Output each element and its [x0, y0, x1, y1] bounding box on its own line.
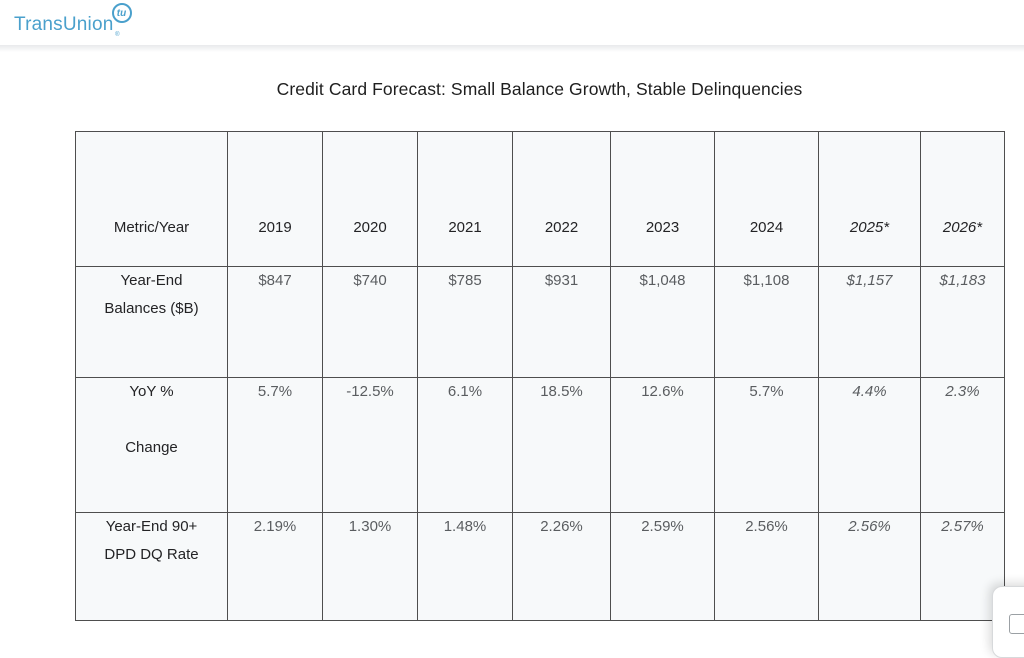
- logo-text: TransUnion: [14, 14, 114, 35]
- widget-button[interactable]: [1009, 614, 1024, 634]
- value-cell: 2.26%: [512, 512, 611, 621]
- value-cell: 18.5%: [512, 377, 611, 513]
- metric-label: Year-End Balances ($B): [75, 266, 228, 378]
- col-header-2026-forecast: 2026*: [920, 131, 1005, 267]
- value-cell-forecast: $1,183: [920, 266, 1005, 378]
- header-divider: [0, 45, 1024, 52]
- col-header-2025-forecast: 2025*: [818, 131, 921, 267]
- page-title: Credit Card Forecast: Small Balance Grow…: [276, 79, 803, 99]
- popup-widget[interactable]: [992, 586, 1024, 658]
- value-cell-forecast: 2.57%: [920, 512, 1005, 621]
- col-header-2023: 2023: [610, 131, 715, 267]
- value-cell: 2.59%: [610, 512, 715, 621]
- table-row-yoy-change: YoY % Change 5.7% -12.5% 6.1% 18.5% 12.6…: [75, 377, 1005, 513]
- col-header-2019: 2019: [227, 131, 323, 267]
- value-cell-forecast: 2.56%: [818, 512, 921, 621]
- table-row-balances: Year-End Balances ($B) $847 $740 $785 $9…: [75, 266, 1005, 378]
- col-header-2020: 2020: [322, 131, 418, 267]
- tu-circle-icon: tu: [111, 3, 132, 23]
- registered-trademark: ®: [115, 32, 120, 38]
- value-cell-forecast: 2.3%: [920, 377, 1005, 513]
- col-header-2024: 2024: [714, 131, 819, 267]
- metric-label: YoY % Change: [75, 377, 228, 513]
- value-cell: 12.6%: [610, 377, 715, 513]
- value-cell: 5.7%: [714, 377, 819, 513]
- value-cell: $740: [322, 266, 418, 378]
- forecast-table: Metric/Year 2019 2020 2021 2022 2023 202…: [75, 131, 1005, 621]
- value-cell-forecast: $1,157: [818, 266, 921, 378]
- value-cell: 6.1%: [417, 377, 513, 513]
- value-cell: 2.19%: [227, 512, 323, 621]
- table-header-row: Metric/Year 2019 2020 2021 2022 2023 202…: [75, 131, 1005, 267]
- value-cell: $785: [417, 266, 513, 378]
- value-cell: $931: [512, 266, 611, 378]
- metric-label: Year-End 90+ DPD DQ Rate: [75, 512, 228, 621]
- value-cell: 5.7%: [227, 377, 323, 513]
- col-header-2021: 2021: [417, 131, 513, 267]
- value-cell: 2.56%: [714, 512, 819, 621]
- value-cell: $1,108: [714, 266, 819, 378]
- value-cell: 1.48%: [417, 512, 513, 621]
- transunion-logo[interactable]: TransUnion tu ®: [14, 3, 132, 38]
- value-cell: $847: [227, 266, 323, 378]
- header-bar: TransUnion tu ®: [0, 0, 1024, 45]
- value-cell-forecast: 4.4%: [818, 377, 921, 513]
- table-row-dq-rate: Year-End 90+ DPD DQ Rate 2.19% 1.30% 1.4…: [75, 512, 1005, 621]
- col-header-metric-year: Metric/Year: [75, 131, 228, 267]
- col-header-2022: 2022: [512, 131, 611, 267]
- value-cell: -12.5%: [322, 377, 418, 513]
- value-cell: $1,048: [610, 266, 715, 378]
- value-cell: 1.30%: [322, 512, 418, 621]
